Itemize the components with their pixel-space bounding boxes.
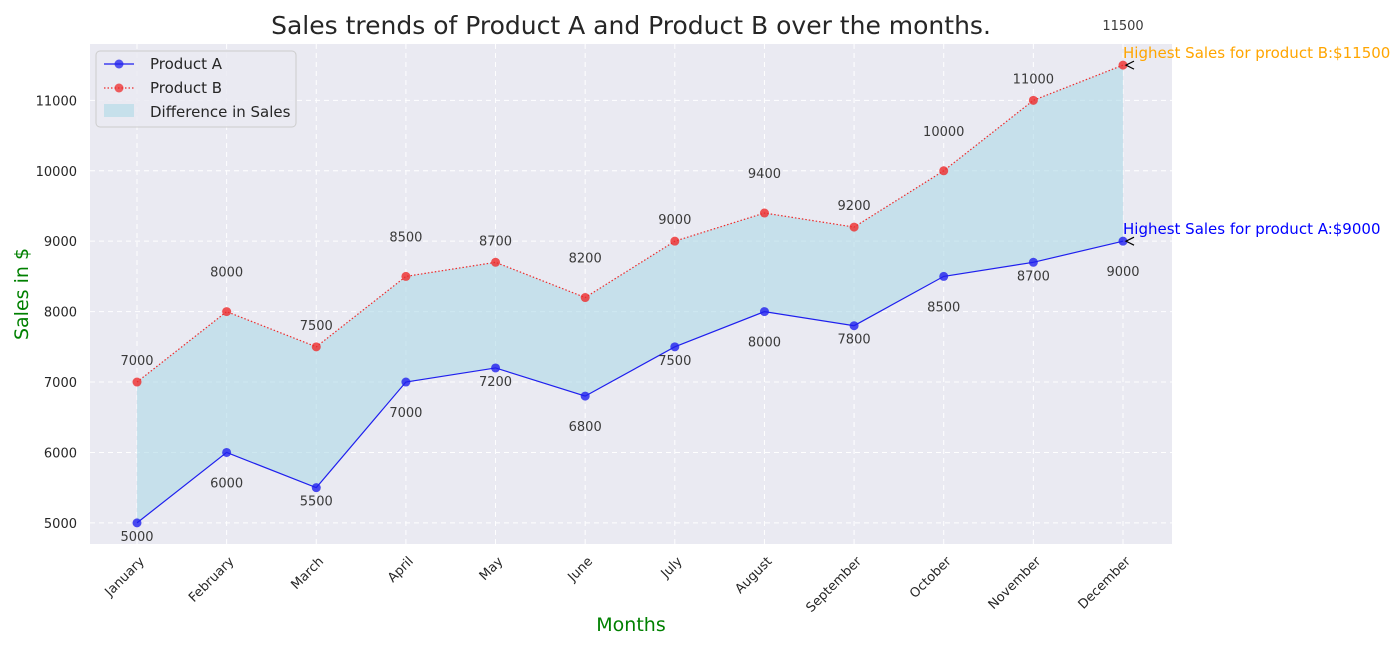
- annotation-label: Highest Sales for product B:$11500: [1123, 44, 1390, 62]
- data-label-product-b: 8700: [479, 234, 512, 249]
- legend-label-difference: Difference in Sales: [150, 103, 291, 121]
- x-tick-label: December: [1076, 554, 1135, 613]
- annotation-arrow: [1124, 60, 1135, 70]
- annotation-label: Highest Sales for product A:$9000: [1123, 220, 1380, 238]
- y-tick-label: 7000: [44, 376, 77, 391]
- y-axis-title: Sales in $: [11, 248, 33, 340]
- data-point-product-a: [311, 483, 321, 493]
- series-layer: [132, 60, 1128, 528]
- y-tick-label: 6000: [44, 446, 77, 461]
- data-label-product-b: 11500: [1102, 19, 1143, 34]
- data-label-product-b: 9000: [658, 213, 691, 228]
- data-label-product-b: 8200: [569, 252, 602, 267]
- legend-marker-product-a: [114, 59, 124, 69]
- data-point-product-a: [580, 391, 590, 401]
- y-tick-label: 10000: [36, 165, 77, 180]
- y-tick-label: 9000: [44, 235, 77, 250]
- x-tick-label: October: [907, 554, 955, 602]
- legend-box: [95, 50, 297, 128]
- data-point-product-b: [670, 236, 680, 246]
- data-label-product-a: 8500: [927, 300, 960, 315]
- data-label-product-a: 7800: [838, 333, 871, 348]
- data-point-product-a: [849, 321, 859, 331]
- data-point-product-a: [1118, 236, 1128, 246]
- x-tick-label: March: [288, 554, 327, 593]
- data-label-product-a: 8000: [748, 336, 781, 351]
- data-point-product-a: [1028, 257, 1038, 267]
- legend-label-product-a: Product A: [150, 55, 223, 73]
- data-point-product-b: [311, 342, 321, 352]
- data-labels: 5000 6000 5500 7000 7200 6800 7500 8000 7800 8500…: [120, 19, 1143, 545]
- data-label-product-b: 8500: [389, 230, 422, 245]
- x-tick-label: November: [986, 554, 1045, 613]
- y-tick-label: 5000: [44, 517, 77, 532]
- legend: Product A Product B Difference in Sales: [95, 50, 297, 128]
- data-point-product-a: [132, 518, 142, 528]
- data-label-product-a: 8700: [1017, 269, 1050, 284]
- data-point-product-b: [1028, 95, 1038, 105]
- data-point-product-b: [849, 222, 859, 232]
- x-tick-label: April: [385, 554, 417, 586]
- data-point-product-a: [759, 307, 769, 317]
- legend-label-product-b: Product B: [150, 79, 222, 97]
- data-point-product-b: [939, 166, 949, 176]
- data-label-product-b: 11000: [1013, 72, 1054, 87]
- series-line-product-b: [136, 64, 1124, 383]
- x-tick-label: August: [733, 554, 776, 597]
- x-tick-label: February: [186, 554, 238, 606]
- series-line-product-a: [136, 240, 1124, 524]
- data-point-product-a: [401, 377, 411, 387]
- data-label-product-a: 6000: [210, 476, 243, 491]
- x-tick-label: January: [102, 554, 148, 600]
- legend-marker-product-b: [114, 83, 124, 93]
- x-tick-label: July: [658, 554, 686, 582]
- data-point-product-a: [491, 363, 501, 373]
- y-tick-label: 11000: [36, 94, 77, 109]
- data-label-product-a: 5000: [120, 530, 153, 545]
- data-label-product-a: 7500: [658, 354, 691, 369]
- data-label-product-b: 7500: [300, 319, 333, 334]
- legend-swatch-difference: [104, 104, 134, 117]
- data-point-product-b: [491, 257, 501, 267]
- data-point-product-a: [222, 447, 232, 457]
- data-label-product-b: 9400: [748, 167, 781, 182]
- x-axis-title: Months: [596, 614, 665, 636]
- data-label-product-b: 7000: [120, 354, 153, 369]
- data-point-product-b: [580, 293, 590, 303]
- data-label-product-a: 5500: [300, 495, 333, 510]
- annotations: Highest Sales for product B:$11500 Highes…: [1123, 44, 1390, 246]
- data-label-product-b: 9200: [838, 199, 871, 214]
- y-tick-label: 8000: [44, 306, 77, 321]
- x-tick-label: May: [477, 554, 507, 584]
- data-point-product-b: [132, 377, 142, 387]
- data-point-product-b: [1118, 60, 1128, 70]
- chart-title: Sales trends of Product A and Product B …: [271, 11, 991, 40]
- data-point-product-b: [222, 307, 232, 317]
- data-point-product-a: [939, 271, 949, 281]
- data-label-product-a: 9000: [1106, 265, 1139, 280]
- x-tick-label: September: [804, 554, 866, 616]
- data-label-product-b: 8000: [210, 266, 243, 281]
- data-point-product-b: [401, 271, 411, 281]
- data-point-product-a: [670, 342, 680, 352]
- x-tick-label: June: [565, 554, 596, 585]
- data-label-product-a: 7000: [389, 406, 422, 421]
- annotation-arrow: [1124, 236, 1135, 246]
- data-label-product-a: 7200: [479, 375, 512, 390]
- data-label-product-a: 6800: [569, 420, 602, 435]
- data-point-product-b: [759, 208, 769, 218]
- data-label-product-b: 10000: [923, 125, 964, 140]
